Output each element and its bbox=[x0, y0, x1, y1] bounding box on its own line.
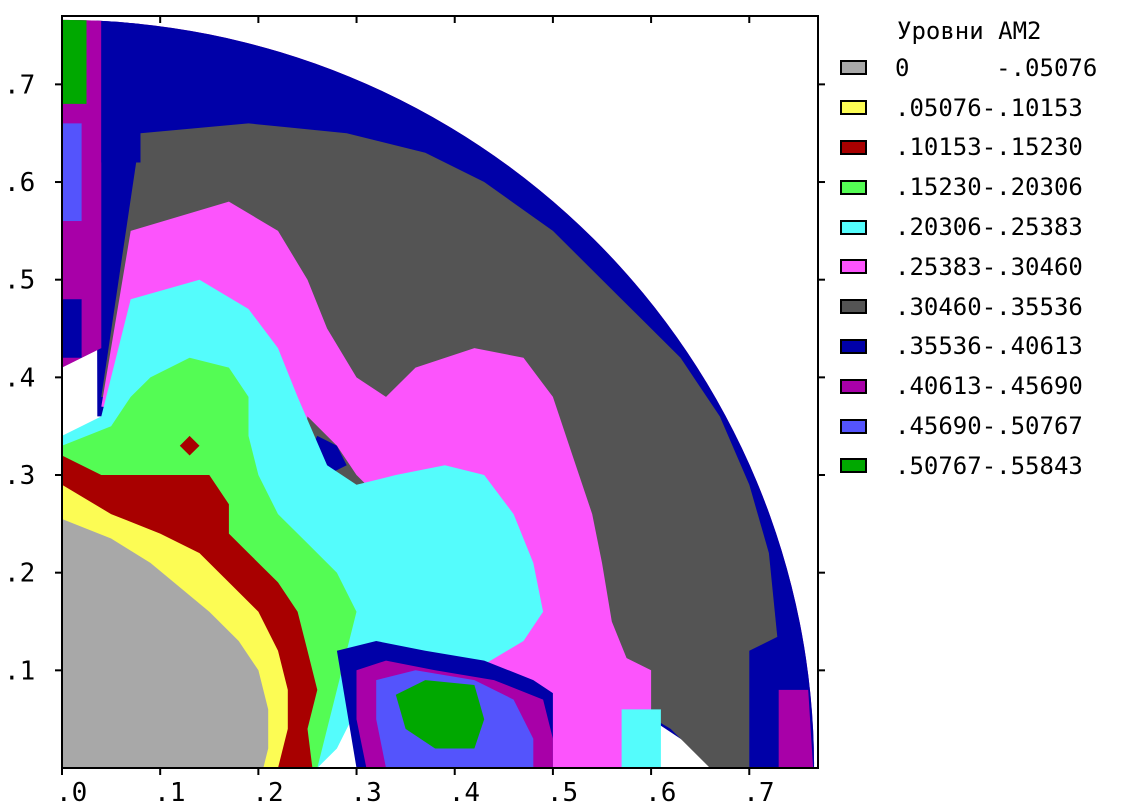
x-tick-label: .4 bbox=[449, 778, 480, 807]
y-tick-label: .2 bbox=[4, 559, 35, 589]
legend-swatch bbox=[840, 338, 867, 354]
x-tick-label: .0 bbox=[56, 778, 87, 807]
legend-swatch bbox=[840, 299, 867, 315]
legend: Уровни АМ2 0 -.05076 .05076-.10153 .10153-… bbox=[840, 14, 1125, 486]
y-tick-label: .7 bbox=[4, 70, 35, 100]
legend-label: .30460-.35536 bbox=[895, 292, 1083, 321]
legend-label: .10153-.15230 bbox=[895, 133, 1083, 162]
heatmap-region-level-4 bbox=[621, 709, 661, 768]
legend-label: .20306-.25383 bbox=[895, 213, 1083, 242]
legend-swatch bbox=[840, 179, 867, 195]
plot-frame bbox=[61, 15, 819, 769]
legend-label: .15230-.20306 bbox=[895, 173, 1083, 202]
legend-item: .20306-.25383 bbox=[840, 207, 1125, 247]
legend-item: .25383-.30460 bbox=[840, 247, 1125, 287]
heatmap-region-level-7 bbox=[101, 19, 141, 163]
legend-item: .10153-.15230 bbox=[840, 128, 1125, 168]
contour-plot: .0 .1 .2 .3 .4 .5 .6 .7 .1 .2 .3 .4 .5 .6 .7 bbox=[4, 15, 825, 807]
y-tick-label: .1 bbox=[4, 656, 35, 686]
legend-label: .40613-.45690 bbox=[895, 372, 1083, 401]
legend-swatch bbox=[840, 378, 867, 394]
x-tick-label: .2 bbox=[252, 778, 283, 807]
heatmap-region-level-10 bbox=[62, 19, 87, 104]
legend-swatch bbox=[840, 219, 867, 235]
y-tick-label: .5 bbox=[4, 266, 35, 296]
x-tick-label: .7 bbox=[743, 778, 774, 807]
heatmap-region-level-8 bbox=[62, 221, 82, 261]
legend-label: 0 -.05076 bbox=[895, 53, 1098, 82]
legend-item: 0 -.05076 bbox=[840, 48, 1125, 88]
x-tick-label: .6 bbox=[645, 778, 676, 807]
legend-swatch bbox=[840, 100, 867, 116]
legend-label: .05076-.10153 bbox=[895, 93, 1083, 122]
legend-item: .45690-.50767 bbox=[840, 406, 1125, 446]
heatmap-region-level-8 bbox=[778, 689, 814, 768]
heatmap-region-level-10 bbox=[395, 680, 485, 749]
legend-label: .45690-.50767 bbox=[895, 412, 1083, 441]
y-tick-label: .6 bbox=[4, 168, 35, 198]
legend-swatch bbox=[840, 259, 867, 275]
x-tick-label: .5 bbox=[547, 778, 578, 807]
heatmap-regions bbox=[62, 19, 815, 768]
legend-item: .35536-.40613 bbox=[840, 327, 1125, 367]
heatmap-region-level-0 bbox=[62, 519, 269, 768]
legend-title: Уровни АМ2 bbox=[897, 17, 1042, 45]
heatmap-region-level-2 bbox=[179, 435, 200, 456]
legend-label: .35536-.40613 bbox=[895, 332, 1083, 361]
legend-label: .50767-.55843 bbox=[895, 451, 1083, 480]
legend-swatch bbox=[840, 139, 867, 155]
legend-swatch bbox=[840, 458, 867, 474]
legend-label: .25383-.30460 bbox=[895, 252, 1083, 281]
x-tick-label: .1 bbox=[154, 778, 185, 807]
legend-items: 0 -.05076 .05076-.10153 .10153-.15230 .1523… bbox=[840, 48, 1125, 486]
legend-item: .50767-.55843 bbox=[840, 446, 1125, 486]
heatmap-region-level-7 bbox=[62, 299, 82, 358]
legend-swatch bbox=[840, 60, 867, 76]
legend-item: .05076-.10153 bbox=[840, 88, 1125, 128]
legend-item: .40613-.45690 bbox=[840, 366, 1125, 406]
axis-ticks bbox=[55, 16, 825, 775]
heatmap-region-level-9 bbox=[62, 123, 82, 222]
legend-item: .30460-.35536 bbox=[840, 287, 1125, 327]
legend-item: .15230-.20306 bbox=[840, 167, 1125, 207]
y-tick-label: .4 bbox=[4, 363, 35, 393]
axis-tick-labels: .0 .1 .2 .3 .4 .5 .6 .7 .1 .2 .3 .4 .5 .6 .7 bbox=[4, 70, 775, 807]
x-tick-label: .3 bbox=[351, 778, 382, 807]
y-tick-label: .3 bbox=[4, 461, 35, 491]
legend-swatch bbox=[840, 418, 867, 434]
